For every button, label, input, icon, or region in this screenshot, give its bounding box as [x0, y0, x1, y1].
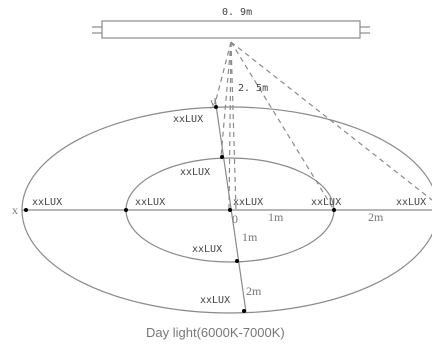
distance-2m-vertical: 2m — [246, 284, 262, 298]
lamp-tube — [92, 20, 370, 39]
lamp-body — [101, 20, 361, 39]
ray-1 — [214, 41, 232, 105]
ray-3 — [228, 41, 232, 211]
point-outer-left — [24, 208, 28, 212]
lux-label-inner-bottom: xxLUX — [192, 244, 222, 255]
ray-2 — [220, 41, 232, 158]
point-inner-left — [124, 208, 128, 212]
distance-zero-label: 0 — [232, 212, 238, 226]
lux-label-outer-bottom: xxLUX — [200, 295, 230, 306]
point-inner-top — [220, 155, 224, 159]
height-label: 2. 5m — [238, 83, 268, 94]
caption: Day light(6000K-7000K) — [146, 325, 285, 340]
ray-6 — [230, 41, 432, 201]
point-outer-top — [214, 105, 218, 109]
lux-label-outer-top: xxLUX — [173, 114, 203, 125]
point-inner-bottom — [235, 259, 239, 263]
lamp-width-label: 0. 9m — [222, 7, 252, 18]
distance-1m-vertical: 1m — [242, 230, 258, 244]
lux-label-inner-right: xxLUX — [311, 197, 341, 208]
ray-4 — [230, 41, 237, 211]
y-axis-label: y — [210, 95, 216, 109]
distance-2m-horizontal: 2m — [368, 210, 384, 224]
point-center — [228, 208, 232, 212]
light-rays — [214, 41, 432, 211]
ray-5 — [230, 41, 335, 211]
lux-label-inner-left: xxLUX — [135, 197, 165, 208]
vertical-axis — [214, 97, 247, 313]
lux-label-inner-top: xxLUX — [180, 167, 210, 178]
lux-label-outer-left: xxLUX — [32, 197, 62, 208]
measurement-points — [24, 105, 336, 313]
x-axis-label: x — [12, 203, 18, 217]
lux-label-center: xxLUX — [233, 197, 263, 208]
point-inner-right — [332, 208, 336, 212]
distance-1m-horizontal: 1m — [268, 210, 284, 224]
point-outer-bottom — [242, 309, 246, 313]
lux-label-outer-right: xxLUX — [396, 197, 426, 208]
